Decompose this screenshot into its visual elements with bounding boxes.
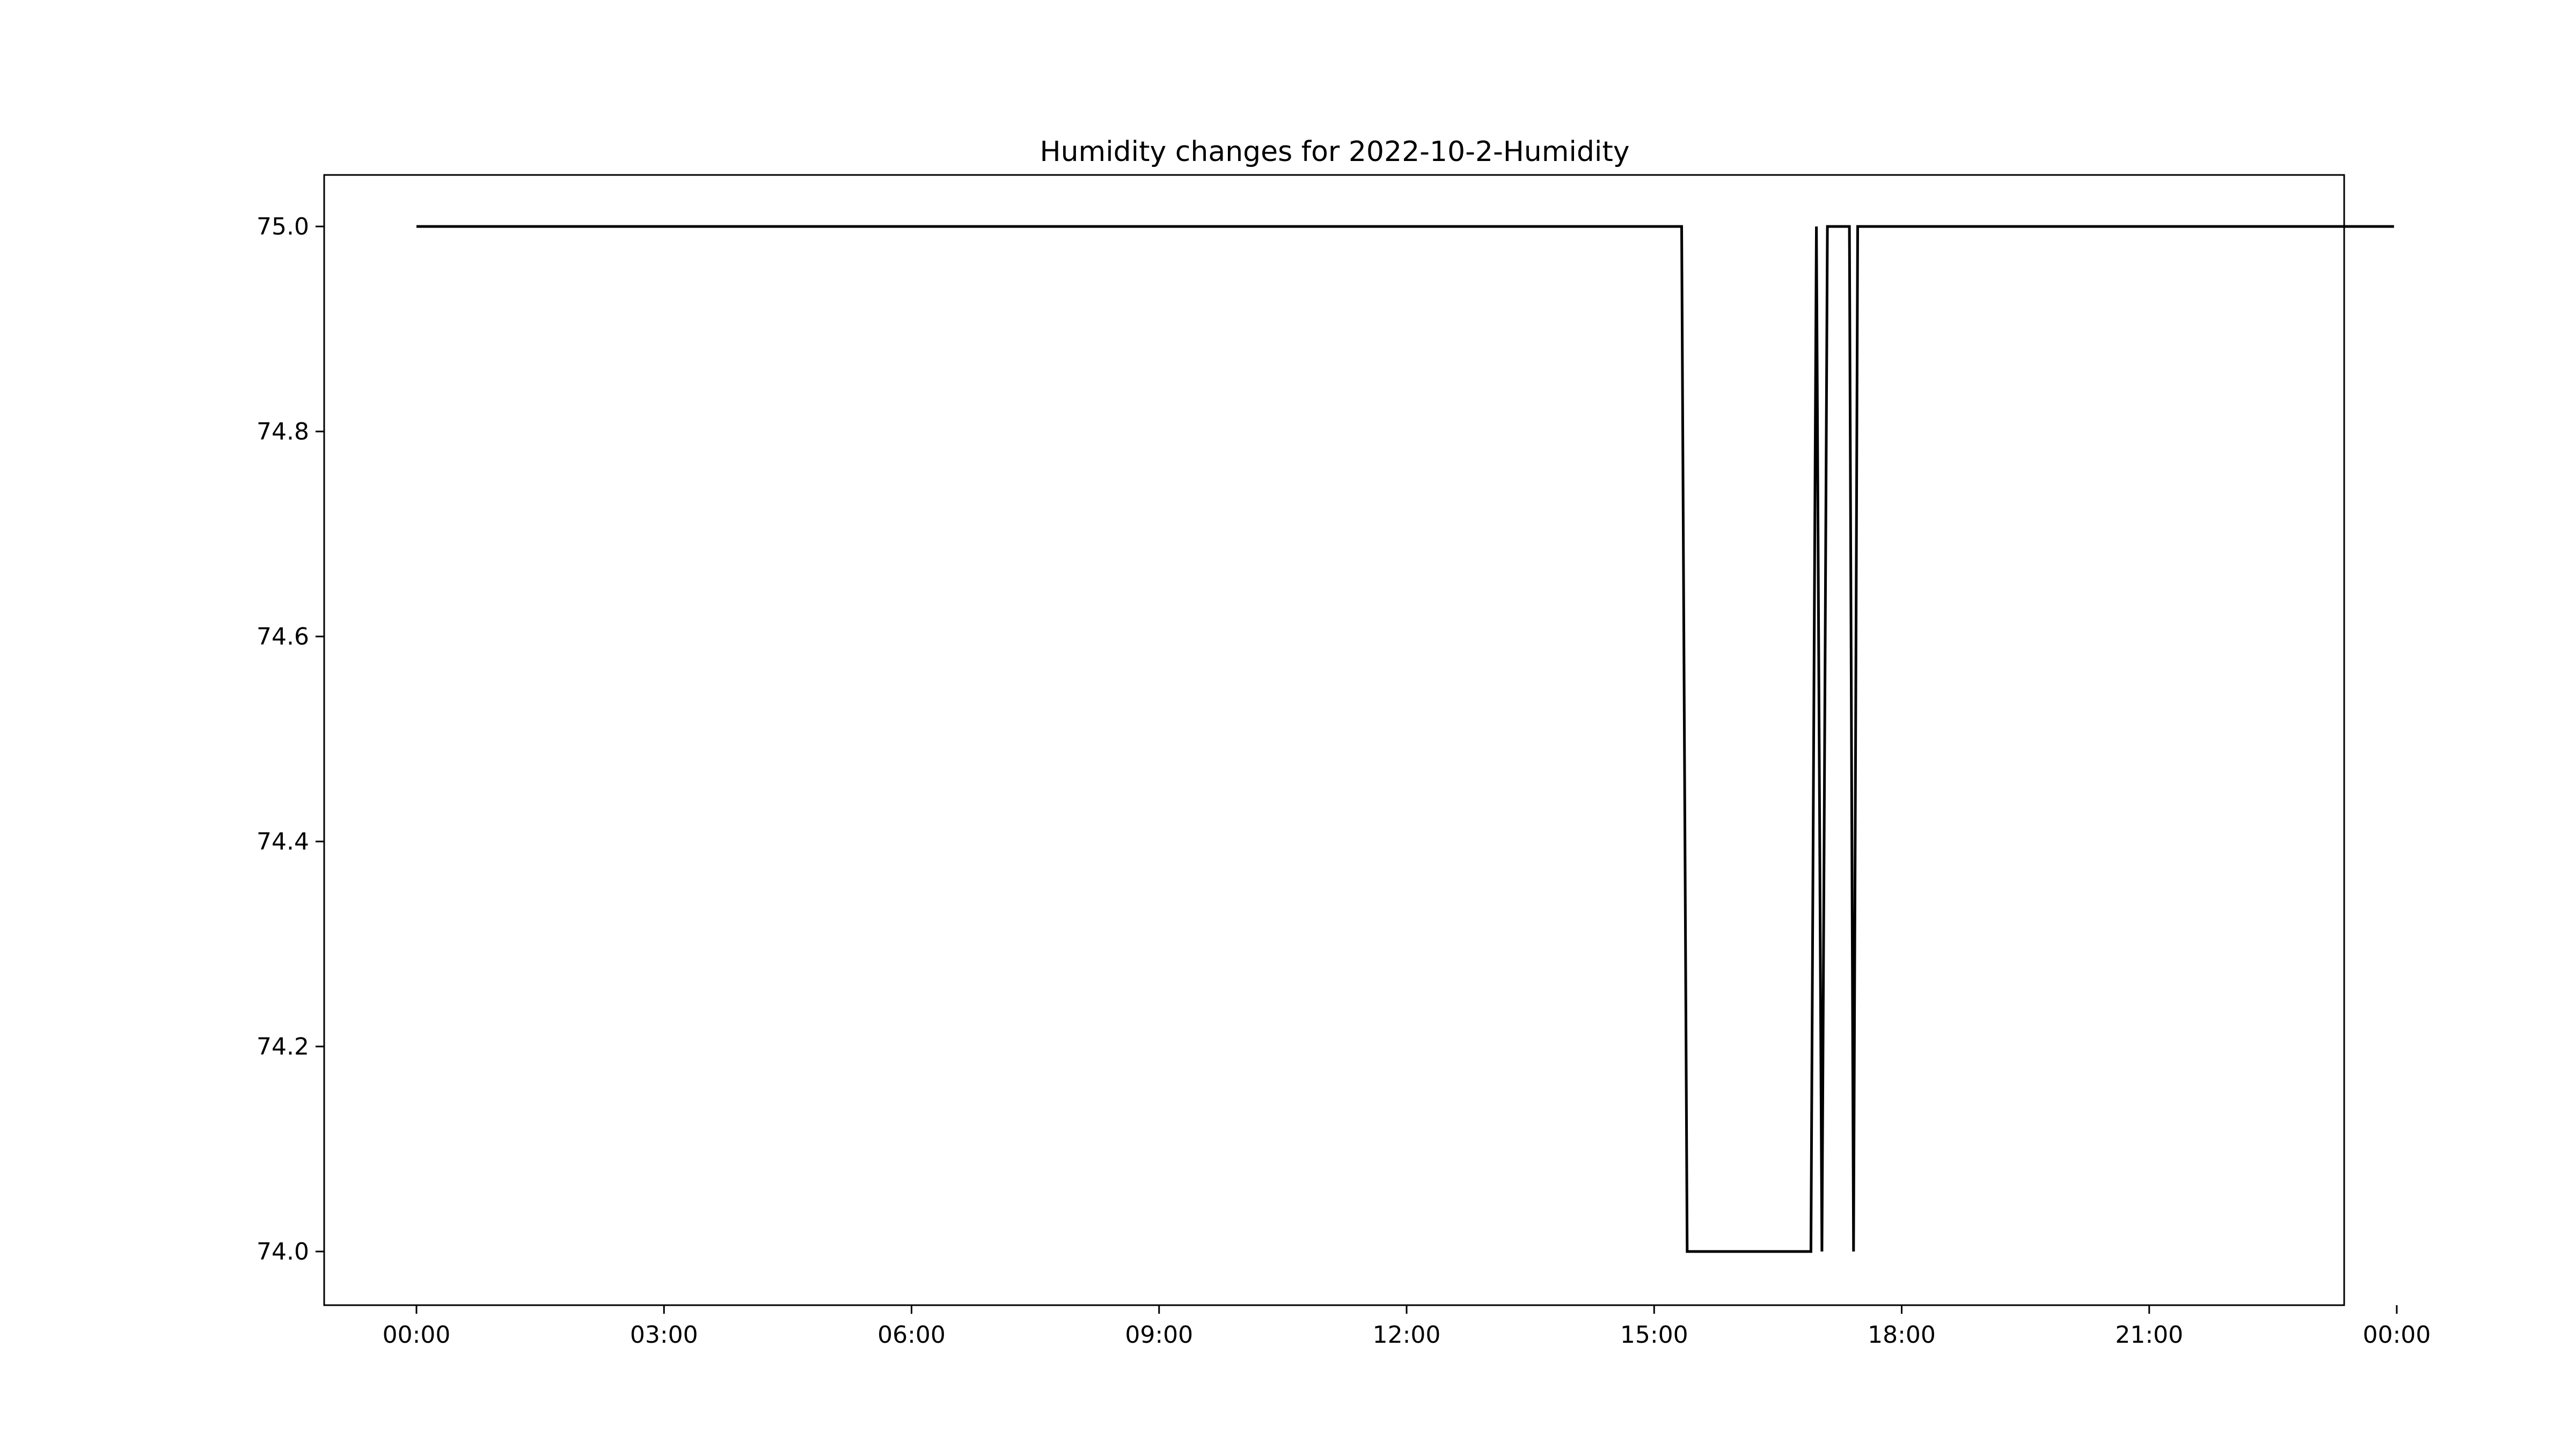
plot-frame [323,174,2345,1306]
x-tick-label: 18:00 [1868,1321,1936,1349]
y-tick-label: 74.4 [257,828,309,855]
x-tick-label: 00:00 [383,1321,451,1349]
plot-series [416,225,2394,1253]
x-axis: 00:00 03:00 06:00 09:00 12:00 15:00 18:00 21:00… [383,1305,2431,1349]
y-tick-label: 74.6 [257,623,309,650]
x-tick-label: 03:00 [630,1321,698,1349]
y-tick-label: 74.0 [257,1238,309,1265]
series-line [416,225,2394,1253]
chart-title: Humidity changes for 2022-10-2-Humidity [1040,136,1630,168]
y-axis: 74.0 74.2 74.4 74.6 74.8 75.0 [257,213,324,1265]
y-tick-label: 75.0 [257,213,309,240]
x-tick-label: 15:00 [1620,1321,1688,1349]
x-tick-label: 00:00 [2363,1321,2431,1349]
x-tick-label: 21:00 [2115,1321,2183,1349]
y-tick-label: 74.2 [257,1033,309,1060]
y-tick-label: 74.8 [257,418,309,445]
x-tick-label: 12:00 [1373,1321,1441,1349]
x-tick-label: 09:00 [1125,1321,1193,1349]
x-tick-label: 06:00 [877,1321,946,1349]
